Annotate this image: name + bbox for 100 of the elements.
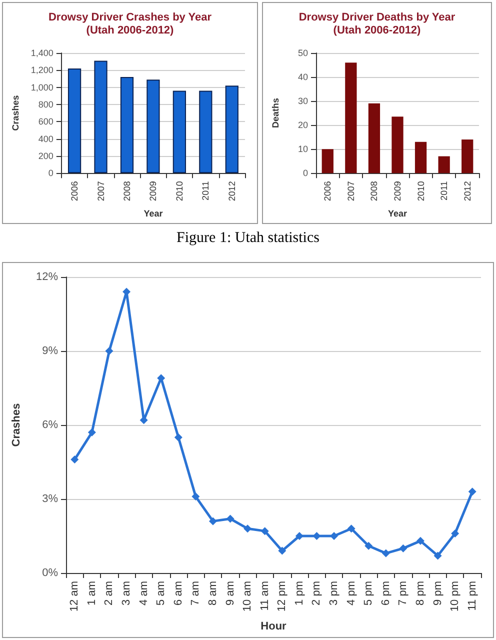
- bar: [199, 90, 212, 174]
- y-tick-label: 0: [48, 168, 54, 178]
- y-tick-label: 40: [298, 72, 308, 82]
- point: [468, 488, 476, 496]
- y-tick-label: 3%: [42, 493, 58, 505]
- x-tick-label: 2008: [369, 181, 380, 202]
- x-tick-label: 2008: [122, 181, 132, 202]
- point: [174, 433, 182, 442]
- bar: [225, 86, 238, 174]
- y-tick-label: 30: [298, 96, 308, 106]
- y-tick-label: 10: [298, 144, 308, 154]
- x-tick-label: 12 am: [68, 581, 81, 612]
- point: [312, 532, 321, 540]
- point: [399, 544, 408, 552]
- bar: [94, 60, 108, 174]
- y-tick-label: 1,400: [30, 48, 54, 58]
- y-tick-label: 400: [38, 134, 54, 144]
- y-axis-title: Crashes: [10, 403, 22, 447]
- x-tick-label: 5 pm: [362, 581, 375, 606]
- point: [347, 524, 356, 533]
- y-tick-label: 200: [38, 150, 54, 161]
- bar: [438, 156, 450, 174]
- x-tick-label: 3 pm: [328, 581, 340, 606]
- y-tick-label: 6%: [42, 419, 58, 431]
- y-axis-title: Crashes: [10, 95, 20, 131]
- bar: [172, 90, 186, 174]
- point: [208, 517, 217, 526]
- point: [260, 527, 269, 536]
- chart-subtitle: (Utah 2006-2012): [333, 24, 422, 36]
- bar: [368, 103, 380, 174]
- x-tick-label: 8 pm: [414, 581, 426, 606]
- bar: [146, 80, 160, 174]
- x-tick-label: 1 am: [86, 581, 98, 606]
- x-tick-label: 2006: [322, 181, 333, 202]
- x-tick-label: 6 am: [172, 581, 184, 606]
- bar: [414, 142, 427, 174]
- x-tick-label: 2011: [439, 181, 450, 200]
- y-tick-label: 800: [38, 99, 54, 110]
- x-tick-label: 7 am: [190, 581, 202, 606]
- x-tick-label: 2 pm: [310, 581, 323, 606]
- chart-title: Drowsy Driver Crashes by Year: [48, 12, 212, 24]
- y-tick-label: 1,000: [30, 82, 54, 92]
- point: [105, 347, 114, 355]
- x-tick-label: 1 pm: [293, 581, 306, 606]
- point: [416, 536, 424, 545]
- bar: [322, 149, 334, 174]
- chart-subtitle: (Utah 2006-2012): [86, 24, 174, 36]
- x-tick-label: 3 am: [120, 581, 133, 606]
- point: [244, 524, 252, 533]
- x-tick-label: 2012: [462, 181, 472, 202]
- y-tick-label: 9%: [42, 345, 58, 357]
- x-tick-label: 12 pm: [276, 581, 288, 612]
- y-tick-label: 20: [298, 120, 308, 130]
- point: [382, 549, 390, 558]
- x-tick-label: 5 am: [155, 581, 168, 606]
- point: [278, 546, 286, 555]
- y-axis-title: Deaths: [270, 98, 280, 128]
- x-axis-title: Year: [144, 208, 164, 218]
- y-tick-label: 0%: [42, 567, 58, 579]
- y-tick-label: 0: [302, 168, 308, 178]
- x-tick-label: 6 pm: [380, 581, 392, 606]
- x-tick-label: 2010: [174, 181, 184, 202]
- bar: [345, 62, 357, 174]
- point: [364, 542, 373, 550]
- x-tick-label: 2012: [226, 181, 237, 202]
- y-tick-label: 50: [298, 48, 308, 58]
- point: [70, 456, 79, 464]
- x-tick-label: 9 am: [224, 581, 236, 606]
- bar: [392, 116, 404, 174]
- y-tick-label: 600: [38, 116, 54, 127]
- point: [226, 514, 234, 523]
- x-tick-label: 2009: [148, 181, 158, 202]
- x-tick-label: 11 am: [258, 581, 271, 611]
- bar: [120, 77, 134, 174]
- x-tick-label: 10 am: [242, 581, 254, 612]
- point: [330, 532, 338, 540]
- bar: [68, 68, 82, 174]
- x-tick-label: 7 pm: [397, 581, 410, 606]
- x-tick-label: 2007: [346, 181, 356, 202]
- caption: Figure 1: Utah statistics: [176, 230, 320, 247]
- x-tick-label: 10 pm: [449, 581, 462, 612]
- x-tick-label: 9 pm: [432, 581, 444, 606]
- chart-title: Drowsy Driver Deaths by Year: [298, 12, 456, 24]
- x-tick-label: 2010: [416, 181, 426, 202]
- x-tick-label: 4 pm: [345, 581, 358, 606]
- x-tick-label: 2009: [392, 181, 402, 202]
- x-axis-title: Year: [388, 208, 408, 218]
- bar: [462, 139, 474, 174]
- point: [192, 492, 200, 501]
- point: [88, 428, 96, 436]
- x-tick-label: 2007: [96, 181, 106, 202]
- x-tick-label: 2 am: [103, 581, 116, 606]
- y-tick-label: 12%: [36, 271, 58, 283]
- point: [451, 530, 460, 538]
- x-tick-label: 4 am: [138, 581, 150, 606]
- y-tick-label: 1,200: [30, 65, 54, 76]
- point: [434, 552, 442, 560]
- x-tick-label: 8 am: [206, 581, 219, 606]
- x-tick-label: 2006: [70, 181, 80, 202]
- point: [295, 532, 304, 540]
